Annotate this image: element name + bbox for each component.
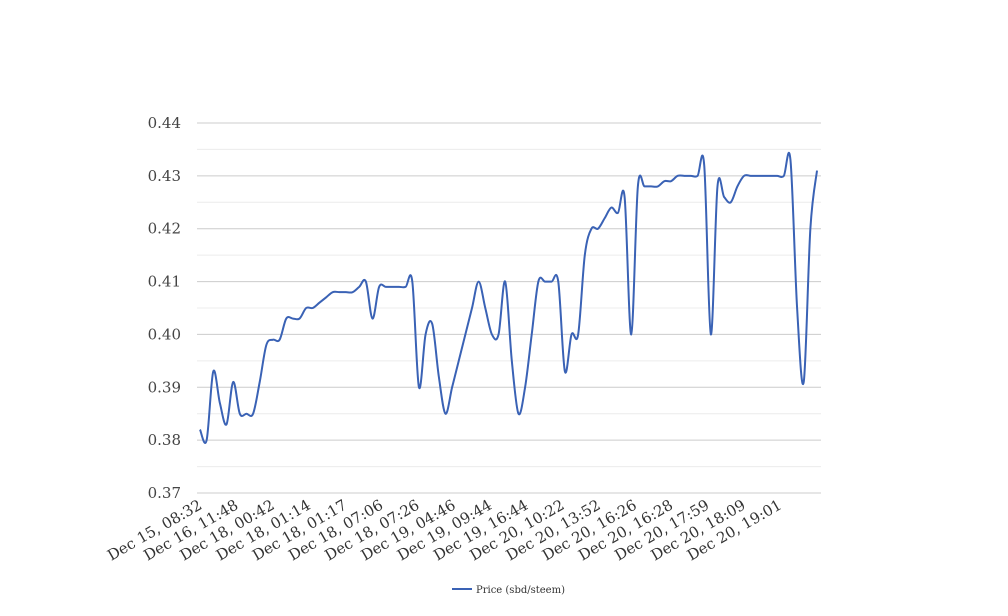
series-layer	[199, 151, 818, 444]
y-tick-label: 0.44	[148, 114, 181, 132]
y-tick-label: 0.37	[148, 484, 181, 502]
y-tick-label: 0.38	[148, 431, 181, 449]
y-tick-label: 0.39	[148, 378, 181, 396]
y-tick-label: 0.41	[148, 273, 181, 291]
y-tick-label: 0.40	[148, 325, 181, 343]
series-line-price	[199, 151, 818, 444]
y-axis: 0.37 0.38 0.39 0.40 0.41 0.42 0.43 0.44	[148, 114, 181, 502]
y-tick-label: 0.42	[148, 220, 181, 238]
gridlines	[197, 122, 821, 494]
legend-label: Price (sbd/steem)	[476, 585, 565, 596]
y-tick-label: 0.43	[148, 167, 181, 185]
legend: Price (sbd/steem)	[452, 585, 565, 596]
